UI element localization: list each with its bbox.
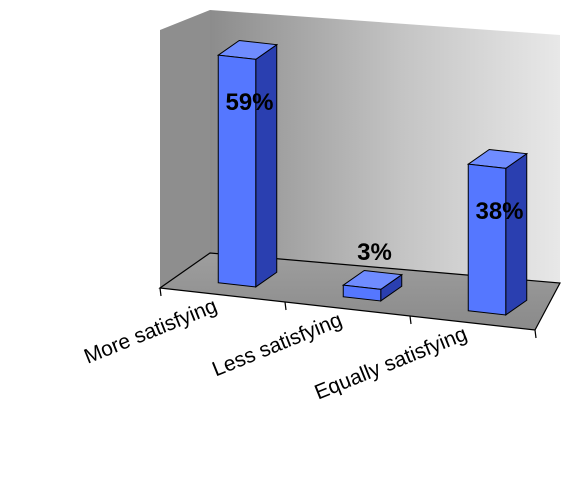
bar-front (467, 163, 507, 316)
x-tick-mark (284, 301, 287, 311)
data-label: 38% (475, 198, 523, 225)
x-tick-label: Equally satisfying (311, 322, 470, 404)
bar-side (505, 152, 528, 316)
x-tick-mark (534, 329, 537, 339)
bar-front (217, 54, 257, 288)
x-tick-mark (159, 287, 162, 297)
x-tick-label: Less satisfying (209, 308, 345, 381)
bar-side (255, 43, 278, 288)
bar (466, 148, 529, 316)
side-wall (160, 10, 210, 288)
bar-front (342, 284, 382, 302)
x-tick-mark (409, 315, 412, 325)
x-tick-label: More satisfying (81, 294, 221, 368)
bars (216, 39, 529, 316)
bar (216, 39, 279, 288)
data-label: 3% (357, 239, 392, 266)
bar (341, 269, 404, 302)
data-label: 59% (225, 89, 273, 116)
